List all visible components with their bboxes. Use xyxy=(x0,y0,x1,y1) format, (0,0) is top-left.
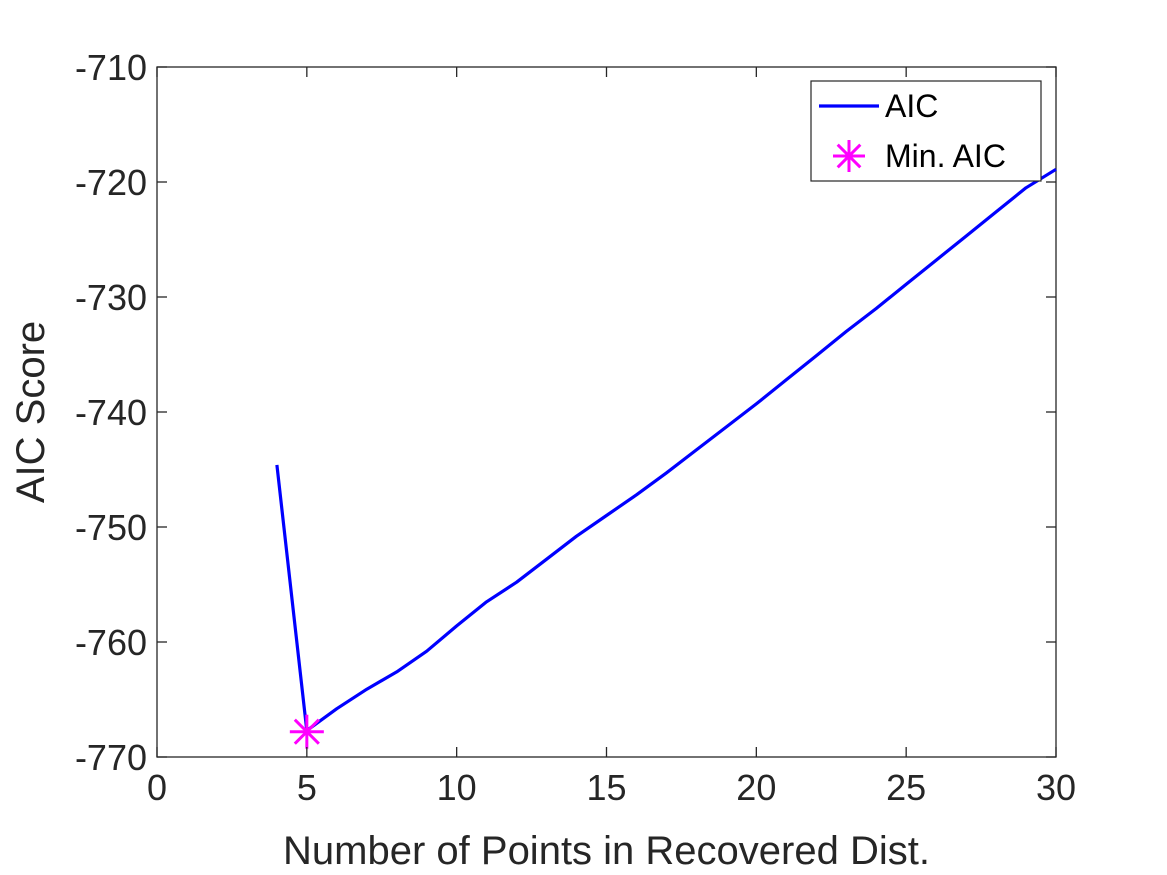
x-tick-label: 25 xyxy=(886,767,926,808)
x-tick-label: 15 xyxy=(586,767,626,808)
y-axis-label: AIC Score xyxy=(9,321,53,503)
axis-ticks xyxy=(156,66,1057,758)
tick-labels: 0 5 10 15 20 25 30 -770 -760 -750 -740 -730 -720 -710 xyxy=(75,47,1076,808)
x-tick-label: 5 xyxy=(297,767,317,808)
y-tick-label: -710 xyxy=(75,47,147,88)
series-min-aic-marker xyxy=(289,714,324,749)
legend-asterisk xyxy=(833,140,865,172)
legend: AIC Min. AIC xyxy=(810,80,1042,182)
series-aic-line xyxy=(275,167,1057,733)
plot-area xyxy=(156,66,1057,758)
y-tick-label: -760 xyxy=(75,622,147,663)
y-tick-label: -750 xyxy=(75,507,147,548)
axes-box xyxy=(156,66,1057,758)
x-tick-label: 10 xyxy=(437,767,477,808)
x-tick-label: 0 xyxy=(147,767,167,808)
x-tick-label: 30 xyxy=(1036,767,1076,808)
legend-min-aic-marker-sample xyxy=(833,140,865,172)
y-tick-label: -720 xyxy=(75,162,147,203)
x-tick-label: 20 xyxy=(736,767,776,808)
y-tick-label: -730 xyxy=(75,277,147,318)
y-tick-label: -740 xyxy=(75,392,147,433)
x-axis-label: Number of Points in Recovered Dist. xyxy=(283,829,930,873)
y-tick-label: -770 xyxy=(75,737,147,778)
legend-entry-aic: AIC xyxy=(885,88,938,124)
legend-entry-min-aic: Min. AIC xyxy=(885,138,1006,174)
